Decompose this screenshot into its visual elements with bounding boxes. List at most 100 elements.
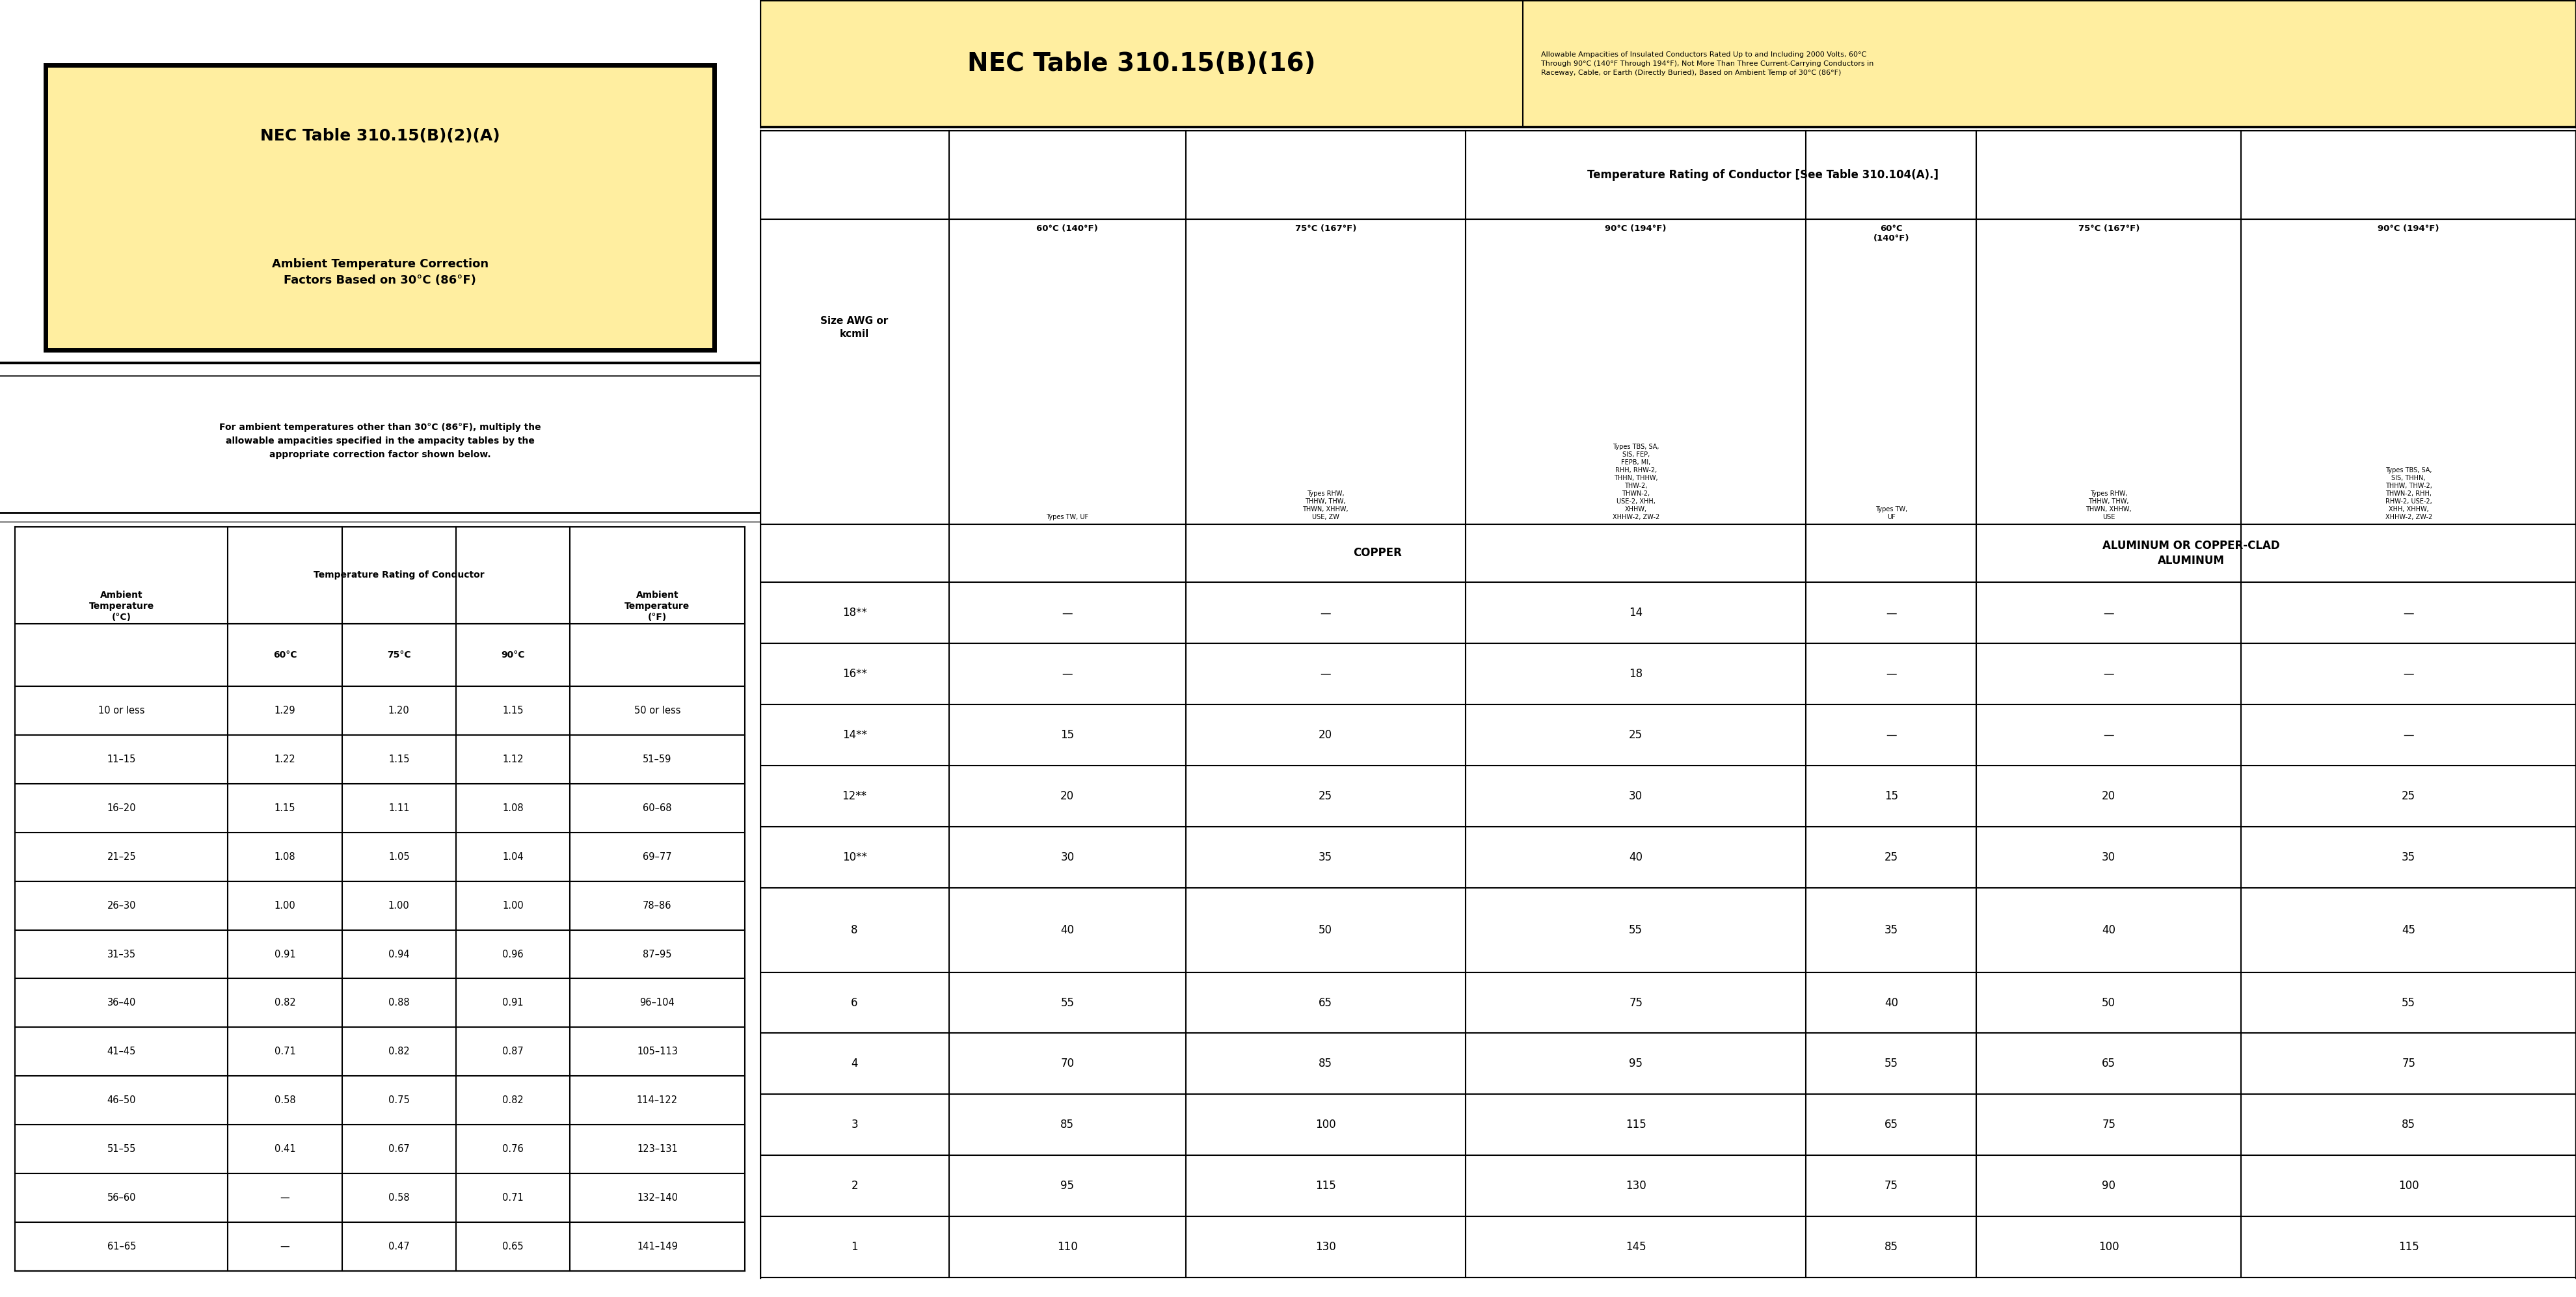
Text: 60–68: 60–68	[644, 803, 672, 813]
Text: Allowable Ampacities of Insulated Conductors Rated Up to and Including 2000 Volt: Allowable Ampacities of Insulated Conduc…	[1540, 51, 1873, 77]
Text: 2: 2	[850, 1180, 858, 1192]
Text: —: —	[2105, 668, 2115, 680]
Text: Ambient Temperature Correction
Factors Based on 30°C (86°F): Ambient Temperature Correction Factors B…	[270, 258, 489, 287]
Text: 90°C (194°F): 90°C (194°F)	[2378, 224, 2439, 233]
Text: 15: 15	[1883, 790, 1899, 802]
Text: 40: 40	[2102, 923, 2115, 936]
Text: —: —	[2105, 729, 2115, 741]
Text: 0.87: 0.87	[502, 1047, 523, 1057]
Text: 0.71: 0.71	[273, 1047, 296, 1057]
Text: 75°C: 75°C	[386, 650, 410, 660]
Text: 51–55: 51–55	[108, 1144, 137, 1154]
Text: 30: 30	[2102, 851, 2115, 863]
Text: 10**: 10**	[842, 851, 868, 863]
Text: 78–86: 78–86	[644, 900, 672, 910]
Text: Ambient
Temperature
(°C): Ambient Temperature (°C)	[90, 590, 155, 623]
Text: 1.15: 1.15	[389, 755, 410, 764]
Text: 1: 1	[850, 1241, 858, 1253]
Text: 0.82: 0.82	[502, 1096, 523, 1105]
FancyBboxPatch shape	[46, 65, 714, 350]
Text: 50: 50	[2102, 997, 2115, 1009]
Text: 141–149: 141–149	[636, 1241, 677, 1252]
Text: 40: 40	[1886, 997, 1899, 1009]
Text: 130: 130	[1316, 1241, 1337, 1253]
Text: —: —	[1061, 607, 1072, 619]
Text: —: —	[1886, 729, 1896, 741]
Text: Temperature Rating of Conductor: Temperature Rating of Conductor	[314, 571, 484, 580]
Text: 31–35: 31–35	[108, 949, 137, 958]
Text: —: —	[2403, 729, 2414, 741]
Text: 60°C (140°F): 60°C (140°F)	[1036, 224, 1097, 233]
Text: 70: 70	[1061, 1058, 1074, 1070]
Text: 65: 65	[2102, 1058, 2115, 1070]
Text: 75°C (167°F): 75°C (167°F)	[2079, 224, 2141, 233]
Text: 87–95: 87–95	[644, 949, 672, 958]
Text: 40: 40	[1628, 851, 1643, 863]
Text: 46–50: 46–50	[108, 1096, 137, 1105]
Text: 85: 85	[1319, 1058, 1332, 1070]
Text: NEC Table 310.15(B)(2)(A): NEC Table 310.15(B)(2)(A)	[260, 128, 500, 144]
Text: 0.91: 0.91	[502, 999, 523, 1008]
Text: —: —	[2105, 607, 2115, 619]
Text: 130: 130	[1625, 1180, 1646, 1192]
Text: 105–113: 105–113	[636, 1047, 677, 1057]
Text: 85: 85	[2401, 1119, 2416, 1131]
Text: 1.15: 1.15	[276, 803, 296, 813]
Text: 100: 100	[1316, 1119, 1337, 1131]
Text: 0.67: 0.67	[389, 1144, 410, 1154]
Text: 50 or less: 50 or less	[634, 706, 680, 716]
Text: 51–59: 51–59	[644, 755, 672, 764]
Text: 14**: 14**	[842, 729, 868, 741]
Text: NEC Table 310.15(B)(16): NEC Table 310.15(B)(16)	[966, 51, 1316, 77]
Text: 55: 55	[1886, 1058, 1899, 1070]
Text: 40: 40	[1061, 923, 1074, 936]
Text: —: —	[281, 1193, 289, 1202]
Text: 1.15: 1.15	[502, 706, 523, 716]
Text: 11–15: 11–15	[108, 755, 137, 764]
Text: 0.91: 0.91	[276, 949, 296, 958]
Text: 25: 25	[2401, 790, 2416, 802]
Text: For ambient temperatures other than 30°C (86°F), multiply the
allowable ampaciti: For ambient temperatures other than 30°C…	[219, 423, 541, 459]
Text: 75: 75	[1886, 1180, 1899, 1192]
Text: Types TBS, SA,
SIS, THHN,
THHW, THW-2,
THWN-2, RHH,
RHW-2, USE-2,
XHH, XHHW,
XHH: Types TBS, SA, SIS, THHN, THHW, THW-2, T…	[2385, 467, 2432, 520]
Text: 75: 75	[2401, 1058, 2416, 1070]
Text: 0.71: 0.71	[502, 1193, 523, 1202]
Text: 0.75: 0.75	[389, 1096, 410, 1105]
Text: 15: 15	[1061, 729, 1074, 741]
Text: 0.96: 0.96	[502, 949, 523, 958]
Text: 1.12: 1.12	[502, 755, 523, 764]
Text: Types RHW,
THHW, THW,
THWN, XHHW,
USE: Types RHW, THHW, THW, THWN, XHHW, USE	[2087, 490, 2133, 520]
Text: Size AWG or
kcmil: Size AWG or kcmil	[822, 316, 889, 339]
Text: 0.76: 0.76	[502, 1144, 523, 1154]
Text: 69–77: 69–77	[644, 852, 672, 861]
Text: —: —	[1886, 607, 1896, 619]
Text: 132–140: 132–140	[636, 1193, 677, 1202]
Text: —: —	[2403, 607, 2414, 619]
Text: 75: 75	[2102, 1119, 2115, 1131]
Text: 90°C: 90°C	[502, 650, 526, 660]
Text: 95: 95	[1628, 1058, 1643, 1070]
Text: Types TBS, SA,
SIS, FEP,
FEPB, MI,
RHH, RHW-2,
THHN, THHW,
THW-2,
THWN-2,
USE-2,: Types TBS, SA, SIS, FEP, FEPB, MI, RHH, …	[1613, 444, 1659, 520]
Text: 60°C
(140°F): 60°C (140°F)	[1873, 224, 1909, 243]
Text: 75: 75	[1628, 997, 1643, 1009]
Text: 4: 4	[850, 1058, 858, 1070]
Text: 85: 85	[1061, 1119, 1074, 1131]
Text: 16**: 16**	[842, 668, 868, 680]
Text: 18: 18	[1628, 668, 1643, 680]
Text: 1.08: 1.08	[276, 852, 296, 861]
Text: 0.41: 0.41	[276, 1144, 296, 1154]
Text: 90°C (194°F): 90°C (194°F)	[1605, 224, 1667, 233]
Text: 50: 50	[1319, 923, 1332, 936]
Text: 1.00: 1.00	[273, 900, 296, 910]
Text: 145: 145	[1625, 1241, 1646, 1253]
Text: 0.94: 0.94	[389, 949, 410, 958]
Text: 30: 30	[1061, 851, 1074, 863]
Text: 21–25: 21–25	[108, 852, 137, 861]
Text: 115: 115	[2398, 1241, 2419, 1253]
Text: 3: 3	[850, 1119, 858, 1131]
Text: 100: 100	[2398, 1180, 2419, 1192]
Text: 65: 65	[1319, 997, 1332, 1009]
Text: 41–45: 41–45	[108, 1047, 137, 1057]
Text: 123–131: 123–131	[636, 1144, 677, 1154]
Text: 1.29: 1.29	[276, 706, 296, 716]
